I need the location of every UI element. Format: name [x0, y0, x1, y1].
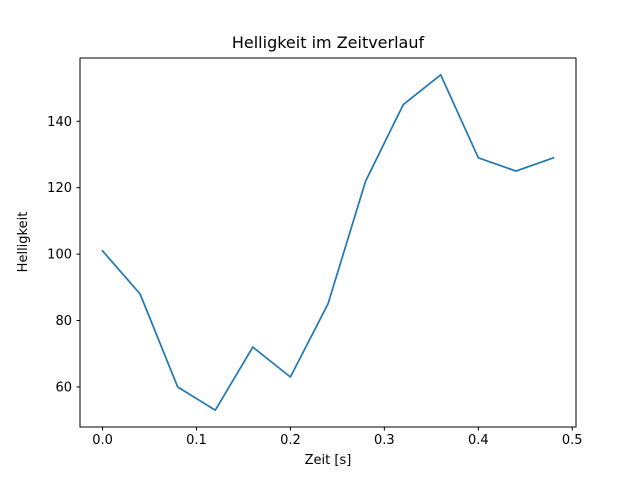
- y-tick-label: 120: [47, 181, 72, 196]
- x-tick-label: 0.3: [374, 433, 395, 448]
- chart-title: Helligkeit im Zeitverlauf: [232, 33, 425, 52]
- y-tick-label: 100: [47, 248, 72, 263]
- x-axis-ticks: 0.0 0.1 0.2 0.3 0.4 0.5: [92, 427, 583, 448]
- y-tick-label: 80: [55, 314, 72, 329]
- x-tick-label: 0.5: [562, 433, 583, 448]
- y-axis-ticks: 60 80 100 120 140: [47, 115, 80, 395]
- x-tick-label: 0.1: [186, 433, 207, 448]
- plot-border: [79, 57, 577, 428]
- data-series-group: [101, 73, 555, 412]
- x-tick-label: 0.2: [280, 433, 301, 448]
- data-series-line: [101, 73, 555, 412]
- y-axis-label: Helligkeit: [16, 212, 31, 273]
- y-tick-label: 60: [55, 380, 72, 395]
- x-tick-label: 0.4: [468, 433, 489, 448]
- x-axis-label: Zeit [s]: [305, 453, 352, 468]
- x-tick-label: 0.0: [92, 433, 113, 448]
- y-tick-label: 140: [47, 115, 72, 130]
